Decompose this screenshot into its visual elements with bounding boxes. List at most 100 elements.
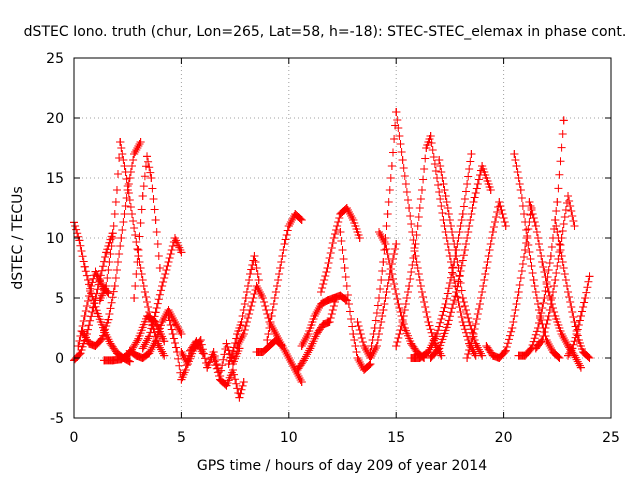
data-point: [544, 312, 553, 320]
data-point: [125, 357, 134, 366]
data-point: [160, 337, 169, 346]
data-point: [325, 318, 334, 326]
data-point: [177, 330, 186, 338]
data-point: [488, 228, 497, 236]
data-point: [168, 330, 177, 338]
data-point: [284, 222, 293, 230]
data-point: [501, 346, 510, 355]
data-point: [312, 330, 321, 338]
x-tick-label: 15: [387, 430, 405, 446]
data-point: [336, 291, 345, 300]
data-point: [271, 336, 280, 344]
data-point: [424, 348, 433, 356]
data-point: [228, 366, 237, 374]
data-point: [559, 116, 568, 125]
data-point: [284, 354, 293, 362]
data-point: [523, 234, 532, 242]
data-point: [441, 300, 450, 308]
data-point: [533, 324, 542, 332]
data-point: [87, 282, 96, 290]
data-series: [514, 116, 568, 360]
x-axis-label: GPS time / hours of day 209 of year 2014: [197, 458, 487, 474]
data-point: [398, 318, 407, 326]
data-point: [203, 363, 212, 372]
data-point: [411, 252, 420, 260]
data-point: [164, 258, 173, 266]
data-point: [407, 354, 416, 362]
data-point: [233, 342, 242, 350]
data-point: [355, 234, 364, 242]
y-tick-label: 25: [46, 51, 64, 67]
data-point: [151, 337, 160, 346]
data-series: [336, 228, 375, 374]
data-point: [495, 198, 504, 206]
data-point: [359, 366, 368, 374]
data-point: [319, 320, 328, 329]
data-series: [263, 210, 306, 344]
data-point: [392, 240, 401, 248]
data-series: [366, 108, 401, 356]
data-point: [340, 264, 349, 272]
data-point: [336, 228, 345, 236]
data-series: [164, 312, 207, 384]
data-point: [460, 246, 469, 254]
data-point: [259, 348, 268, 356]
data-point: [216, 375, 225, 384]
data-point: [254, 276, 263, 284]
data-point: [134, 334, 143, 343]
series-plus-markers: [130, 152, 164, 302]
data-point: [177, 375, 186, 384]
data-series: [407, 150, 476, 362]
data-series: [224, 252, 263, 368]
data-point: [564, 192, 573, 200]
y-tick-label: 15: [46, 171, 64, 187]
data-point: [235, 393, 244, 402]
data-point: [501, 222, 510, 230]
data-point: [224, 360, 233, 368]
data-point: [125, 346, 134, 355]
data-point: [405, 282, 414, 290]
data-point: [127, 210, 136, 218]
data-point: [134, 246, 143, 254]
data-point: [151, 216, 160, 224]
data-point: [551, 276, 560, 284]
data-point: [422, 144, 431, 152]
data-point: [222, 381, 231, 390]
data-point: [116, 138, 125, 146]
data-point: [469, 330, 478, 338]
data-point: [400, 324, 409, 332]
data-point: [110, 282, 119, 290]
data-point: [546, 252, 555, 260]
data-point: [381, 240, 390, 248]
data-point: [398, 156, 407, 164]
y-tick-label: -5: [50, 411, 64, 427]
data-point: [117, 234, 126, 242]
data-point: [91, 267, 100, 276]
data-point: [579, 348, 588, 356]
data-point: [482, 342, 491, 350]
data-point: [426, 354, 435, 362]
data-point: [196, 336, 205, 344]
y-tick-label: 10: [46, 231, 64, 247]
data-point: [426, 132, 435, 140]
data-point: [117, 355, 126, 364]
data-point: [353, 354, 362, 362]
data-point: [366, 348, 375, 356]
data-point: [557, 330, 566, 338]
data-point: [317, 288, 326, 296]
data-point: [370, 324, 379, 332]
data-point: [383, 210, 392, 218]
x-tick-label: 25: [602, 430, 620, 446]
data-point: [576, 312, 585, 320]
data-point: [531, 222, 540, 230]
data-point: [478, 351, 487, 360]
series-plus-markers: [252, 336, 306, 386]
data-series: [463, 198, 510, 362]
data-series: [564, 272, 594, 360]
data-point: [293, 366, 302, 374]
data-point: [263, 336, 272, 344]
data-point: [108, 356, 117, 365]
data-point: [155, 264, 164, 272]
data-point: [177, 248, 186, 257]
data-point: [458, 210, 467, 218]
